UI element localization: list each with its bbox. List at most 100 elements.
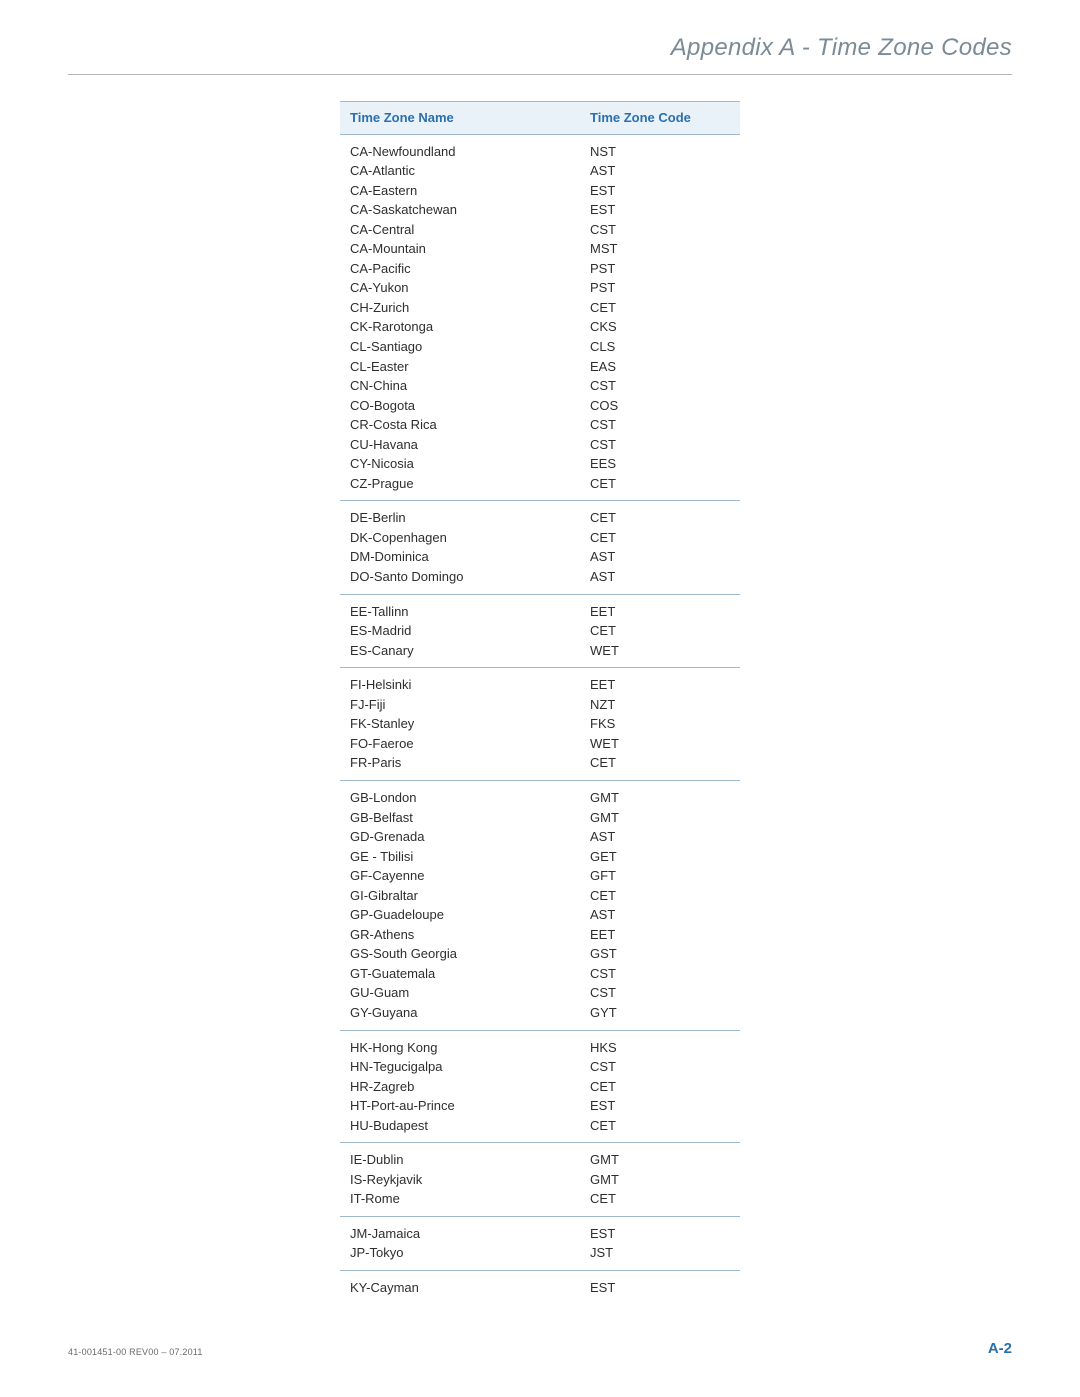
table-row: IE-DublinGMT	[340, 1143, 740, 1170]
cell-zone-code: EST	[580, 1271, 740, 1305]
cell-zone-name: ES-Madrid	[340, 621, 580, 641]
table-row: CA-NewfoundlandNST	[340, 134, 740, 161]
cell-zone-name: CH-Zurich	[340, 298, 580, 318]
cell-zone-code: CET	[580, 1116, 740, 1143]
table-row: CO-BogotaCOS	[340, 396, 740, 416]
cell-zone-name: CN-China	[340, 376, 580, 396]
cell-zone-name: CL-Easter	[340, 357, 580, 377]
cell-zone-code: JST	[580, 1243, 740, 1270]
table-row: HT-Port-au-PrinceEST	[340, 1096, 740, 1116]
cell-zone-name: ES-Canary	[340, 641, 580, 668]
cell-zone-code: CLS	[580, 337, 740, 357]
table-row: FK-StanleyFKS	[340, 714, 740, 734]
cell-zone-code: EAS	[580, 357, 740, 377]
table-row: CY-NicosiaEES	[340, 454, 740, 474]
table-row: GY-GuyanaGYT	[340, 1003, 740, 1030]
cell-zone-name: HN-Tegucigalpa	[340, 1057, 580, 1077]
cell-zone-name: CK-Rarotonga	[340, 317, 580, 337]
cell-zone-name: GT-Guatemala	[340, 964, 580, 984]
cell-zone-code: CET	[580, 886, 740, 906]
cell-zone-name: CA-Yukon	[340, 278, 580, 298]
cell-zone-name: CA-Mountain	[340, 239, 580, 259]
table-row: DE-BerlinCET	[340, 501, 740, 528]
table-row: GS-South GeorgiaGST	[340, 944, 740, 964]
col-header-name: Time Zone Name	[340, 102, 580, 135]
table-row: CZ-PragueCET	[340, 474, 740, 501]
table-row: HR-ZagrebCET	[340, 1077, 740, 1097]
table-row: CK-RarotongaCKS	[340, 317, 740, 337]
cell-zone-name: CZ-Prague	[340, 474, 580, 501]
cell-zone-code: EST	[580, 1096, 740, 1116]
cell-zone-code: CET	[580, 753, 740, 780]
cell-zone-name: CY-Nicosia	[340, 454, 580, 474]
table-row: CA-MountainMST	[340, 239, 740, 259]
cell-zone-code: NZT	[580, 695, 740, 715]
cell-zone-code: PST	[580, 259, 740, 279]
cell-zone-name: GI-Gibraltar	[340, 886, 580, 906]
cell-zone-name: CA-Atlantic	[340, 161, 580, 181]
cell-zone-name: IS-Reykjavik	[340, 1170, 580, 1190]
table-row: CA-YukonPST	[340, 278, 740, 298]
table-row: CH-ZurichCET	[340, 298, 740, 318]
cell-zone-name: EE-Tallinn	[340, 595, 580, 622]
cell-zone-name: CA-Saskatchewan	[340, 200, 580, 220]
cell-zone-code: CET	[580, 621, 740, 641]
table-row: EE-TallinnEET	[340, 595, 740, 622]
cell-zone-code: FKS	[580, 714, 740, 734]
cell-zone-code: CET	[580, 528, 740, 548]
cell-zone-name: CL-Santiago	[340, 337, 580, 357]
cell-zone-code: EET	[580, 925, 740, 945]
cell-zone-code: CET	[580, 1077, 740, 1097]
cell-zone-name: IE-Dublin	[340, 1143, 580, 1170]
cell-zone-name: GE - Tbilisi	[340, 847, 580, 867]
table-body: CA-NewfoundlandNSTCA-AtlanticASTCA-Easte…	[340, 134, 740, 1304]
cell-zone-name: FO-Faeroe	[340, 734, 580, 754]
cell-zone-name: JM-Jamaica	[340, 1217, 580, 1244]
cell-zone-code: GST	[580, 944, 740, 964]
cell-zone-code: AST	[580, 161, 740, 181]
cell-zone-name: CA-Pacific	[340, 259, 580, 279]
table-row: GP-GuadeloupeAST	[340, 905, 740, 925]
cell-zone-name: GB-London	[340, 781, 580, 808]
cell-zone-name: CA-Newfoundland	[340, 134, 580, 161]
table-row: GR-AthensEET	[340, 925, 740, 945]
cell-zone-code: CST	[580, 983, 740, 1003]
table-row: HK-Hong KongHKS	[340, 1031, 740, 1058]
table-row: FJ-FijiNZT	[340, 695, 740, 715]
table-row: CN-ChinaCST	[340, 376, 740, 396]
table-row: CA-EasternEST	[340, 181, 740, 201]
cell-zone-code: MST	[580, 239, 740, 259]
cell-zone-code: HKS	[580, 1031, 740, 1058]
cell-zone-name: HU-Budapest	[340, 1116, 580, 1143]
timezone-table-wrap: Time Zone Name Time Zone Code CA-Newfoun…	[340, 101, 740, 1305]
table-row: GE - TbilisiGET	[340, 847, 740, 867]
cell-zone-code: COS	[580, 396, 740, 416]
footer-page-number: A-2	[988, 1340, 1012, 1357]
table-row: GI-GibraltarCET	[340, 886, 740, 906]
cell-zone-code: CET	[580, 1189, 740, 1216]
cell-zone-name: FI-Helsinki	[340, 668, 580, 695]
cell-zone-name: FR-Paris	[340, 753, 580, 780]
table-row: GF-CayenneGFT	[340, 866, 740, 886]
cell-zone-name: GS-South Georgia	[340, 944, 580, 964]
header-rule	[68, 74, 1012, 75]
table-row: CL-SantiagoCLS	[340, 337, 740, 357]
table-row: GT-GuatemalaCST	[340, 964, 740, 984]
col-header-code: Time Zone Code	[580, 102, 740, 135]
cell-zone-code: CST	[580, 964, 740, 984]
cell-zone-code: GMT	[580, 808, 740, 828]
timezone-table: Time Zone Name Time Zone Code CA-Newfoun…	[340, 101, 740, 1305]
cell-zone-name: GY-Guyana	[340, 1003, 580, 1030]
table-row: HN-TegucigalpaCST	[340, 1057, 740, 1077]
cell-zone-code: AST	[580, 827, 740, 847]
cell-zone-code: NST	[580, 134, 740, 161]
cell-zone-name: CA-Central	[340, 220, 580, 240]
table-row: FO-FaeroeWET	[340, 734, 740, 754]
cell-zone-name: GU-Guam	[340, 983, 580, 1003]
table-row: ES-MadridCET	[340, 621, 740, 641]
cell-zone-code: GMT	[580, 781, 740, 808]
cell-zone-code: EES	[580, 454, 740, 474]
cell-zone-name: DM-Dominica	[340, 547, 580, 567]
table-row: JP-TokyoJST	[340, 1243, 740, 1270]
cell-zone-code: CST	[580, 435, 740, 455]
